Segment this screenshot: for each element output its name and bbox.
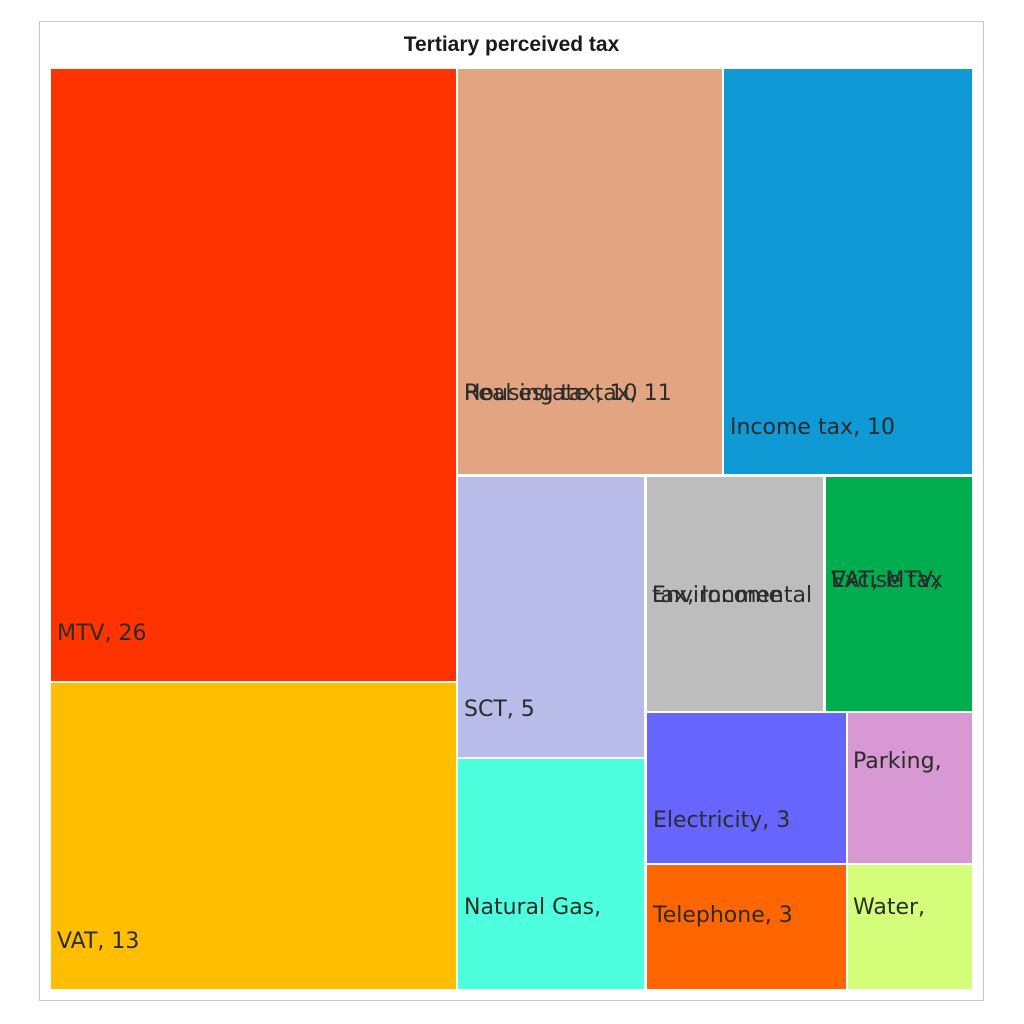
tile-13: [647, 865, 846, 989]
tile-7: [647, 477, 823, 711]
chart-title: Tertiary perceived tax: [403, 33, 620, 56]
tile-label-10: Excise tax: [831, 568, 943, 593]
tile-label-2: Real estate tax, 11: [464, 381, 672, 406]
tile-label-0: MTV, 26: [57, 621, 146, 646]
tile-1: [51, 683, 456, 989]
tile-11: [647, 713, 846, 863]
tile-12: [848, 713, 972, 863]
tile-0: [51, 69, 456, 681]
tile-label-3: Housing tax, 10: [464, 381, 638, 406]
treemap-tiles: MTV, 26 VAT, 13 Real estate tax, 11Housing…: [51, 69, 972, 989]
tile-label-12: Parking,: [853, 749, 942, 774]
tile-label-4: Income tax, 10: [730, 415, 895, 440]
tile-label-5: SCT, 5: [464, 697, 535, 722]
tile-label-6: Natural Gas,: [464, 895, 601, 920]
tile-14: [848, 865, 972, 989]
tile-label-9: VAT, MTV,: [831, 568, 940, 593]
tile-5: [458, 477, 644, 757]
tile-label-1: VAT, 13: [57, 929, 139, 954]
tile-9: [826, 477, 972, 711]
tile-4: [724, 69, 972, 474]
tile-6: [458, 759, 644, 989]
tile-label-14: Water,: [853, 895, 925, 920]
tile-label-13: Telephone, 3: [652, 903, 793, 928]
tile-label-7: Environmental: [652, 583, 812, 608]
tile-2: [458, 69, 722, 474]
tile-label-8: tax, Income: [652, 583, 782, 608]
tile-label-11: Electricity, 3: [653, 808, 790, 833]
